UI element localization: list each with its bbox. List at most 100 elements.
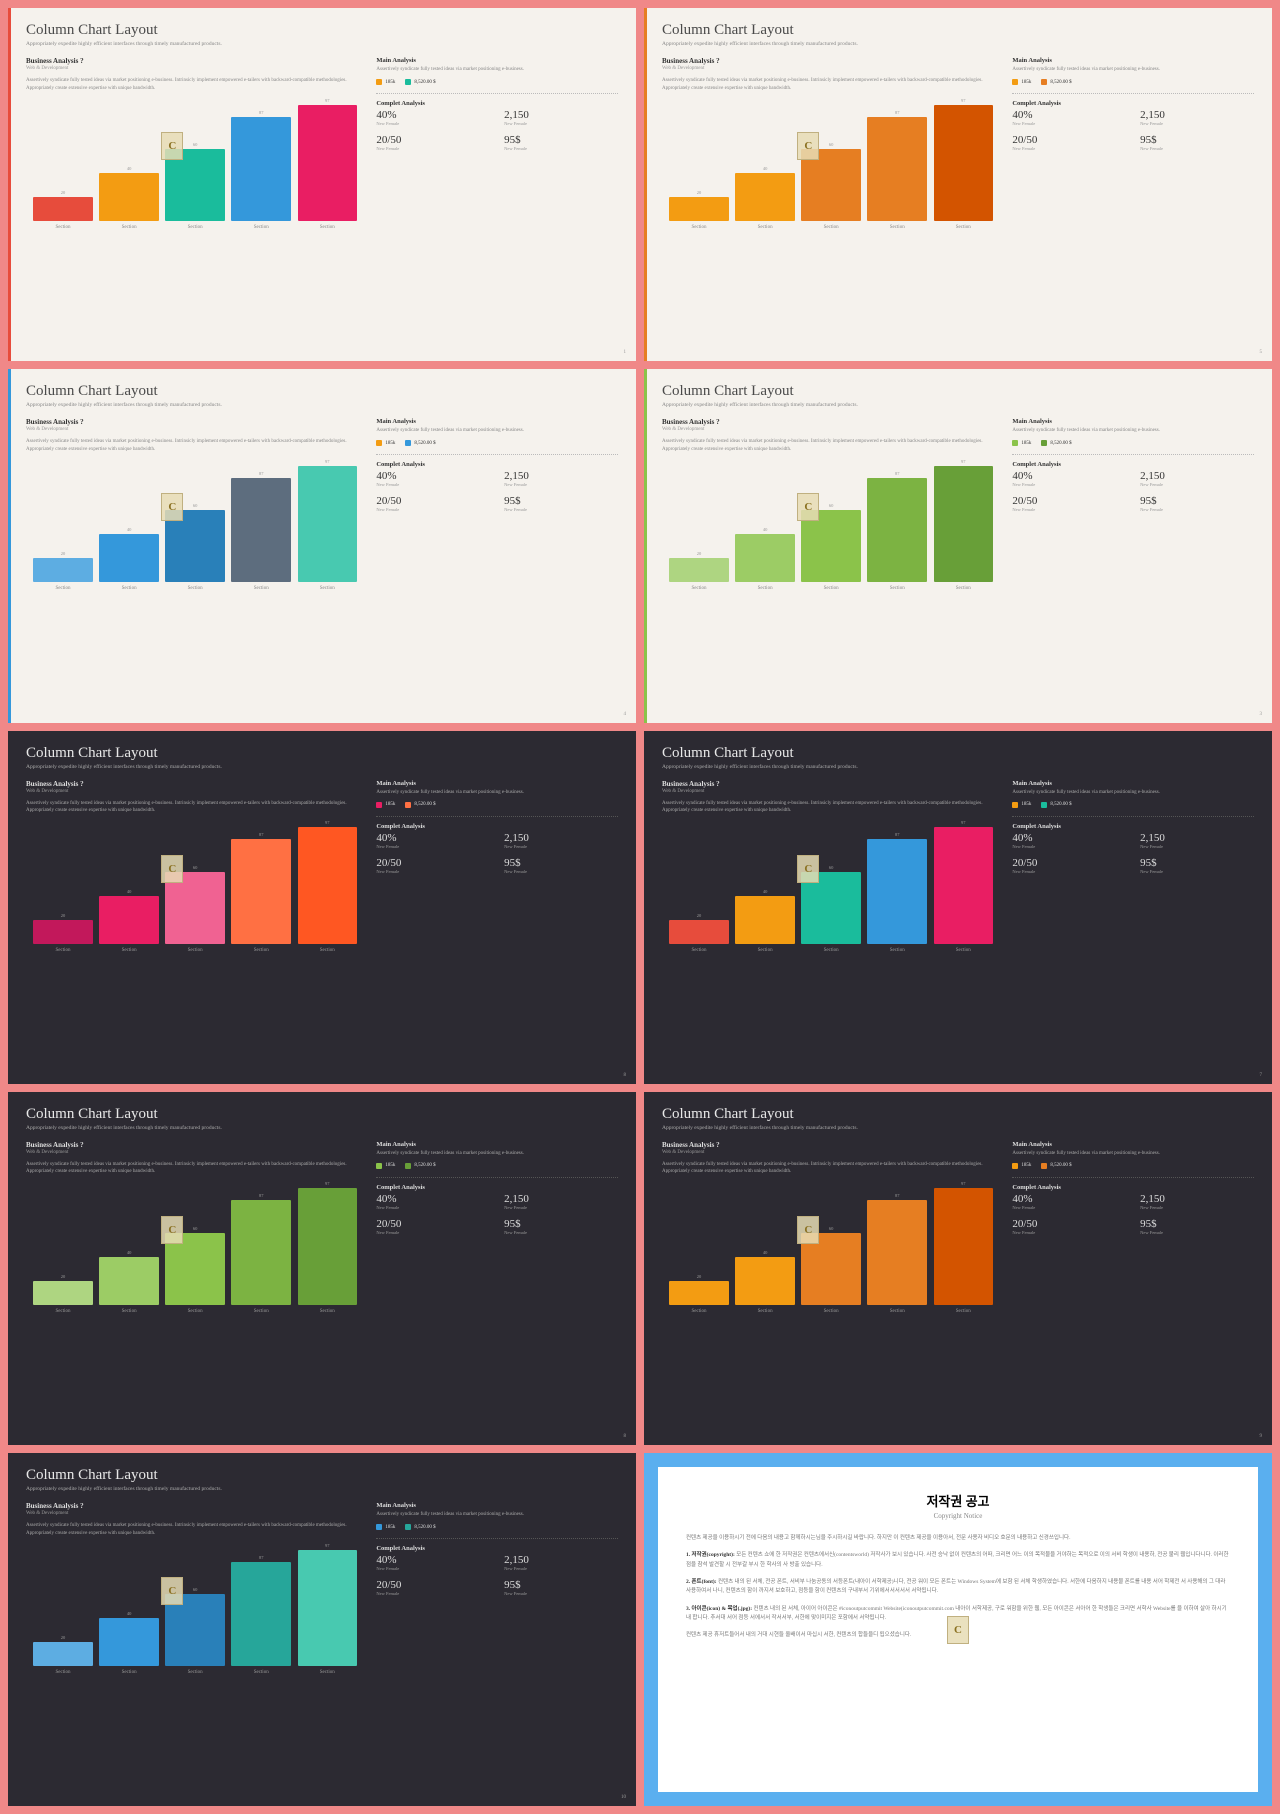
- bar-1: 40 Section: [99, 1250, 158, 1314]
- accent-bar: [644, 8, 647, 361]
- bar-0: 20 Section: [669, 1274, 728, 1314]
- bar-3: 87 Section: [231, 1555, 290, 1675]
- bar-0: 20 Section: [33, 1274, 92, 1314]
- chart-slide: Column Chart Layout Appropriately expedi…: [644, 8, 1272, 361]
- stat-item: 40% New Female: [376, 1193, 490, 1210]
- stat-item: 40% New Female: [1012, 832, 1126, 849]
- left-panel: Business Analysis ? Web & Development As…: [26, 780, 364, 1065]
- stats-grid: 40% New Female 2,150 New Female 20/50 Ne…: [1012, 832, 1254, 874]
- right-panel: Main Analysis Assertively syndicate full…: [1012, 780, 1254, 1065]
- stat-item: 20/50 New Female: [376, 495, 490, 512]
- main-analysis-title: Main Analysis: [376, 57, 618, 64]
- complet-title: Complet Analysis: [376, 1184, 618, 1191]
- bar-1: 40 Section: [99, 166, 158, 230]
- bar-0: 20 Section: [33, 190, 92, 230]
- section-text: Assertively syndicate fully tested ideas…: [662, 77, 1000, 92]
- chart-slide: Column Chart Layout Appropriately expedi…: [644, 369, 1272, 722]
- notice-subtitle: Copyright Notice: [686, 1512, 1230, 1520]
- slide-subtitle: Appropriately expedite highly efficient …: [26, 1486, 618, 1492]
- column-chart: C 20 Section 40 Section 60 Section 87 Se…: [662, 1184, 1000, 1314]
- column-chart: C 20 Section 40 Section 60 Section 87 Se…: [26, 1184, 364, 1314]
- bar-1: 40 Section: [735, 527, 794, 591]
- stat-item: 2,150 New Female: [504, 1554, 618, 1571]
- stat-item: 40% New Female: [1012, 470, 1126, 487]
- stat-item: 95$ New Female: [504, 857, 618, 874]
- folder-icon: [1041, 802, 1047, 808]
- section-subtitle: Web & Development: [26, 66, 364, 71]
- chart-slide: Column Chart Layout Appropriately expedi…: [8, 731, 636, 1084]
- stat-item: 40% New Female: [376, 470, 490, 487]
- section-title: Business Analysis ?: [662, 57, 1000, 65]
- thumb-icon: [376, 802, 382, 808]
- bar-3: 87 Section: [867, 1193, 926, 1313]
- section-subtitle: Web & Development: [662, 789, 1000, 794]
- left-panel: Business Analysis ? Web & Development As…: [662, 418, 1000, 703]
- right-panel: Main Analysis Assertively syndicate full…: [1012, 57, 1254, 342]
- stat-item: 2,150 New Female: [1140, 832, 1254, 849]
- stat-item: 95$ New Female: [1140, 134, 1254, 151]
- chart-slide: Column Chart Layout Appropriately expedi…: [8, 1092, 636, 1445]
- page-number: 4: [624, 712, 627, 717]
- divider: [376, 816, 618, 817]
- watermark-badge: C: [161, 1216, 183, 1244]
- bar-0: 20 Section: [33, 913, 92, 953]
- notice-p1: 1. 저작권(copyright): 모든 컨텐츠 쇼에 한 저작권은 컨텐츠에…: [686, 1551, 1230, 1570]
- accent-bar: [8, 8, 11, 361]
- page-number: 8: [624, 1073, 627, 1078]
- divider: [376, 1177, 618, 1178]
- stat-item: 20/50 New Female: [1012, 857, 1126, 874]
- stat-item: 20/50 New Female: [1012, 495, 1126, 512]
- main-analysis-text: Assertively syndicate fully tested ideas…: [1012, 1150, 1254, 1157]
- complet-title: Complet Analysis: [376, 461, 618, 468]
- divider: [376, 454, 618, 455]
- complet-title: Complet Analysis: [1012, 461, 1254, 468]
- section-title: Business Analysis ?: [26, 780, 364, 788]
- chart-slide: Column Chart Layout Appropriately expedi…: [8, 369, 636, 722]
- thumb-icon: [1012, 1163, 1018, 1169]
- right-panel: Main Analysis Assertively syndicate full…: [1012, 418, 1254, 703]
- icon-stats: 185k 8,520.00 $: [1012, 79, 1254, 85]
- stat-item: 2,150 New Female: [504, 1193, 618, 1210]
- main-analysis-title: Main Analysis: [376, 418, 618, 425]
- stats-grid: 40% New Female 2,150 New Female 20/50 Ne…: [376, 1193, 618, 1235]
- column-chart: C 20 Section 40 Section 60 Section 87 Se…: [26, 100, 364, 230]
- stat-item: 40% New Female: [376, 1554, 490, 1571]
- complet-title: Complet Analysis: [1012, 1184, 1254, 1191]
- copyright-notice-slide: C 저작권 공고 Copyright Notice 컨텐츠 제공을 이용하시기 …: [644, 1453, 1272, 1806]
- complet-title: Complet Analysis: [376, 100, 618, 107]
- main-analysis-text: Assertively syndicate fully tested ideas…: [1012, 789, 1254, 796]
- icon-stats: 185k 8,520.00 $: [376, 440, 618, 446]
- column-chart: C 20 Section 40 Section 60 Section 87 Se…: [662, 823, 1000, 953]
- watermark-badge: C: [797, 1216, 819, 1244]
- section-title: Business Analysis ?: [662, 780, 1000, 788]
- bar-1: 40 Section: [99, 1611, 158, 1675]
- stat-item: 20/50 New Female: [376, 857, 490, 874]
- stat-item: 95$ New Female: [1140, 495, 1254, 512]
- complet-title: Complet Analysis: [376, 1545, 618, 1552]
- page-number: 1: [624, 350, 627, 355]
- section-title: Business Analysis ?: [26, 1502, 364, 1510]
- slide-subtitle: Appropriately expedite highly efficient …: [662, 764, 1254, 770]
- slide-subtitle: Appropriately expedite highly efficient …: [26, 764, 618, 770]
- accent-bar: [8, 369, 11, 722]
- thumb-icon: [376, 1524, 382, 1530]
- chart-slide: Column Chart Layout Appropriately expedi…: [644, 731, 1272, 1084]
- bar-0: 20 Section: [669, 551, 728, 591]
- bar-4: 97 Section: [934, 820, 993, 952]
- stat-item: 20/50 New Female: [376, 1218, 490, 1235]
- stat-item: 95$ New Female: [1140, 857, 1254, 874]
- column-chart: C 20 Section 40 Section 60 Section 87 Se…: [26, 1545, 364, 1675]
- main-analysis-title: Main Analysis: [376, 1502, 618, 1509]
- slide-title: Column Chart Layout: [26, 1467, 618, 1484]
- bar-1: 40 Section: [99, 889, 158, 953]
- divider: [376, 1538, 618, 1539]
- section-text: Assertively syndicate fully tested ideas…: [662, 1161, 1000, 1176]
- slide-subtitle: Appropriately expedite highly efficient …: [26, 1125, 618, 1131]
- divider: [1012, 816, 1254, 817]
- right-panel: Main Analysis Assertively syndicate full…: [376, 57, 618, 342]
- icon-stats: 185k 8,520.00 $: [1012, 802, 1254, 808]
- bar-3: 87 Section: [867, 832, 926, 952]
- left-panel: Business Analysis ? Web & Development As…: [662, 780, 1000, 1065]
- bar-4: 97 Section: [298, 820, 357, 952]
- main-analysis-title: Main Analysis: [1012, 780, 1254, 787]
